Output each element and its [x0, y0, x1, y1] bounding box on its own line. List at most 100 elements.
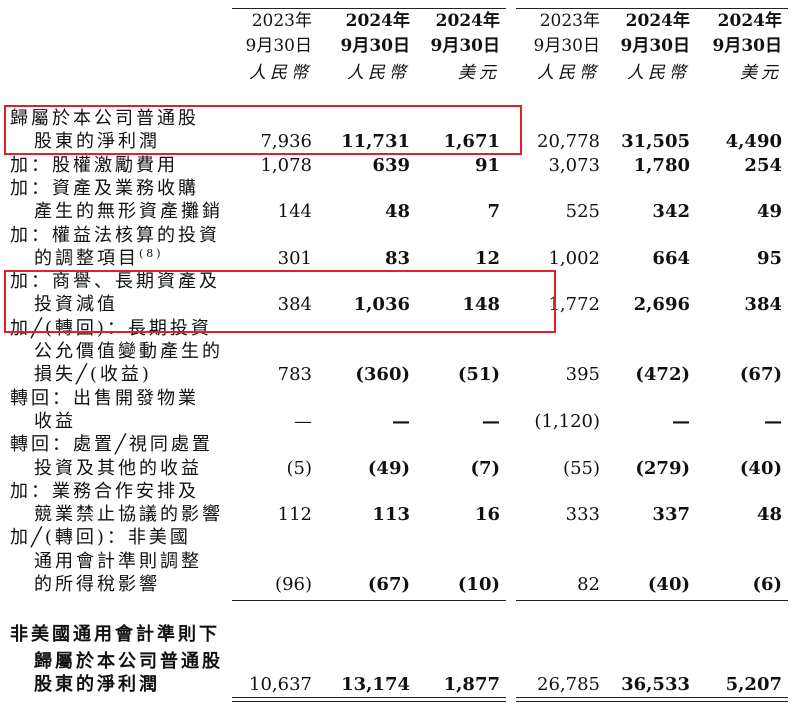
row-label-text: 加：權益法核算的投資 [10, 225, 220, 246]
header-date-col-3: 9月30日 [430, 36, 501, 56]
highlight-box-net-profit [4, 105, 522, 155]
highlight-box-impairment [4, 270, 556, 333]
table-cell: 395 [565, 364, 600, 385]
row-label-text: 轉回：出售開發物業 [10, 388, 199, 409]
table-cell: (67) [739, 364, 782, 385]
row-label: 加：權益法核算的投資 [10, 225, 220, 247]
header-year-col-6: 2024年 [717, 11, 782, 31]
row-label: 轉回：出售開發物業 [10, 388, 199, 410]
header-date-col-5: 9月30日 [620, 36, 691, 56]
table-cell: — [294, 411, 312, 432]
table-cell: (279) [635, 458, 690, 479]
table-cell: 12 [474, 248, 500, 269]
table-cell: 1,036 [353, 294, 410, 315]
table-cell: 1,671 [443, 131, 500, 152]
total-cell: 36,533 [621, 674, 690, 695]
header-date-col-4: 9月30日 [533, 36, 600, 56]
table-cell: 1,078 [260, 155, 312, 176]
row-label-text: 的調整項目 [34, 248, 139, 269]
table-cell: — [392, 411, 410, 432]
row-label: 股東的淨利潤 [34, 131, 160, 153]
table-cell: 112 [277, 504, 312, 525]
table-cell: 254 [744, 155, 782, 176]
header-currency-col-3: 美元 [458, 63, 500, 83]
row-label: 加╱(轉回)：非美國 [10, 527, 191, 549]
row-label-text: 加：商譽、長期資產及 [10, 271, 220, 292]
row-label: 損失╱(收益) [34, 364, 152, 386]
table-cell: 384 [744, 294, 782, 315]
row-label: 加：商譽、長期資產及 [10, 271, 220, 293]
table-cell: 1,772 [548, 294, 600, 315]
table-cell: 16 [474, 504, 500, 525]
header-year-col-1: 2023年 [251, 11, 312, 31]
row-label-text: 轉回：處置╱視同處置 [10, 434, 213, 455]
row-label-text: 損失╱(收益) [34, 364, 152, 385]
table-cell: — [672, 411, 690, 432]
table-cell: 4,490 [725, 131, 782, 152]
table-cell: 144 [277, 201, 312, 222]
row-label-text: 公允價值變動產生的 [34, 341, 223, 362]
subtotal-rule-left [232, 600, 506, 601]
table-cell: 342 [652, 201, 690, 222]
row-label-text: 產生的無形資產攤銷 [34, 201, 223, 222]
row-label-text: 收益 [34, 411, 76, 432]
header-currency-col-5: 人民幣 [627, 63, 690, 83]
row-label-text: 競業禁止協議的影響 [34, 504, 223, 525]
header-year-col-5: 2024年 [625, 11, 690, 31]
row-label: 投資減值 [34, 294, 118, 316]
table-cell: 11,731 [341, 131, 410, 152]
header-currency-col-4: 人民幣 [537, 63, 600, 83]
table-cell: 7 [487, 201, 500, 222]
header-currency-col-1: 人民幣 [249, 63, 312, 83]
table-cell: (40) [647, 574, 690, 595]
row-label: 加：股權激勵費用 [10, 155, 178, 177]
row-label: 的所得稅影響 [34, 574, 160, 596]
table-cell: 91 [474, 155, 500, 176]
table-cell: (67) [367, 574, 410, 595]
row-label-text: 加：業務合作安排及 [10, 481, 199, 502]
total-cell: 5,207 [725, 674, 782, 695]
table-cell: 525 [565, 201, 600, 222]
table-cell: (55) [563, 458, 600, 479]
table-cell: (6) [752, 574, 782, 595]
table-cell: (49) [367, 458, 410, 479]
table-cell: (51) [457, 364, 500, 385]
row-label: 轉回：處置╱視同處置 [10, 434, 213, 456]
table-cell: 3,073 [548, 155, 600, 176]
table-cell: 95 [756, 248, 782, 269]
header-currency-col-6: 美元 [740, 63, 782, 83]
total-cell: 1,877 [443, 674, 500, 695]
table-cell: 7,936 [260, 131, 312, 152]
total-label-line: 非美國通用會計準則下 [10, 624, 220, 645]
table-cell: 48 [384, 201, 410, 222]
header-currency-col-2: 人民幣 [347, 63, 410, 83]
table-cell: 82 [577, 574, 600, 595]
row-label: 通用會計準則調整 [34, 551, 202, 573]
row-label-text: 加：股權激勵費用 [10, 155, 178, 176]
table-cell: 113 [372, 504, 410, 525]
row-label-text: 加：資產及業務收購 [10, 178, 199, 199]
table-cell: (472) [635, 364, 690, 385]
total-cell: 26,785 [537, 674, 600, 695]
table-cell: 31,505 [621, 131, 690, 152]
table-cell: (7) [470, 458, 500, 479]
table-cell: 48 [756, 504, 782, 525]
table-cell: 664 [652, 248, 690, 269]
row-label: 產生的無形資產攤銷 [34, 201, 223, 223]
total-cell: 13,174 [341, 674, 410, 695]
table-cell: (360) [355, 364, 410, 385]
total-rule-right-2 [516, 701, 788, 702]
total-cell: 10,637 [249, 674, 312, 695]
table-cell: 49 [756, 201, 782, 222]
header-date-col-2: 9月30日 [340, 36, 411, 56]
row-label-text: 的所得稅影響 [34, 574, 160, 595]
header-date-col-6: 9月30日 [712, 36, 783, 56]
table-cell: 639 [372, 155, 410, 176]
row-label: 競業禁止協議的影響 [34, 504, 223, 526]
table-cell: (5) [286, 458, 313, 479]
table-cell: 1,002 [548, 248, 600, 269]
row-label-text: 投資及其他的收益 [34, 458, 202, 479]
table-cell: (96) [275, 574, 312, 595]
table-cell: (10) [457, 574, 500, 595]
subtotal-rule-right [516, 600, 788, 601]
